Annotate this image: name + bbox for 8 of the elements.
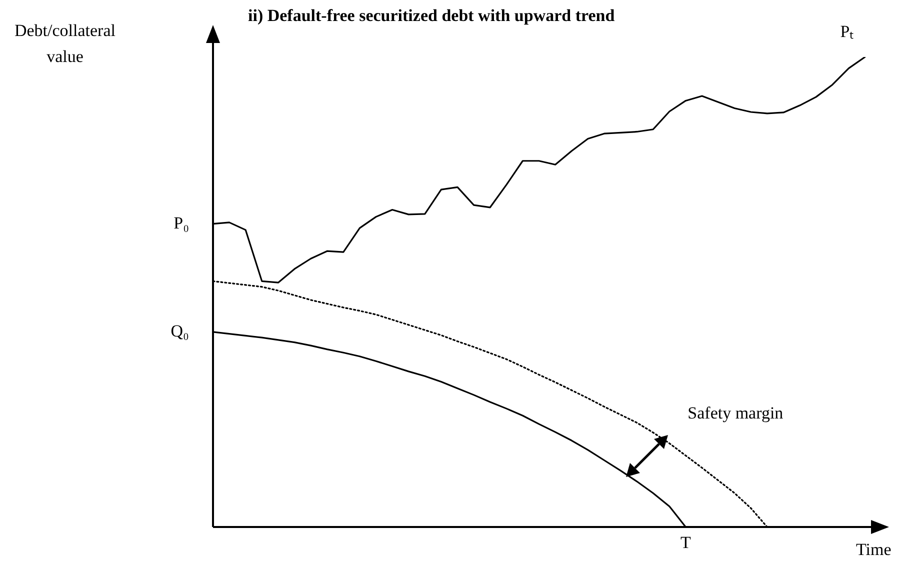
text: Debt/collateral value (13, 20, 116, 68)
text: P₀ (174, 213, 190, 232)
chart-title: ii) Default-free securitized debt with upward trend (248, 6, 615, 26)
text: T (680, 532, 692, 552)
annotation: Safety margin (688, 404, 784, 423)
text: Pₜ (840, 22, 854, 41)
text: Q₀ (170, 321, 190, 340)
x-axis-title: Time (856, 540, 892, 560)
